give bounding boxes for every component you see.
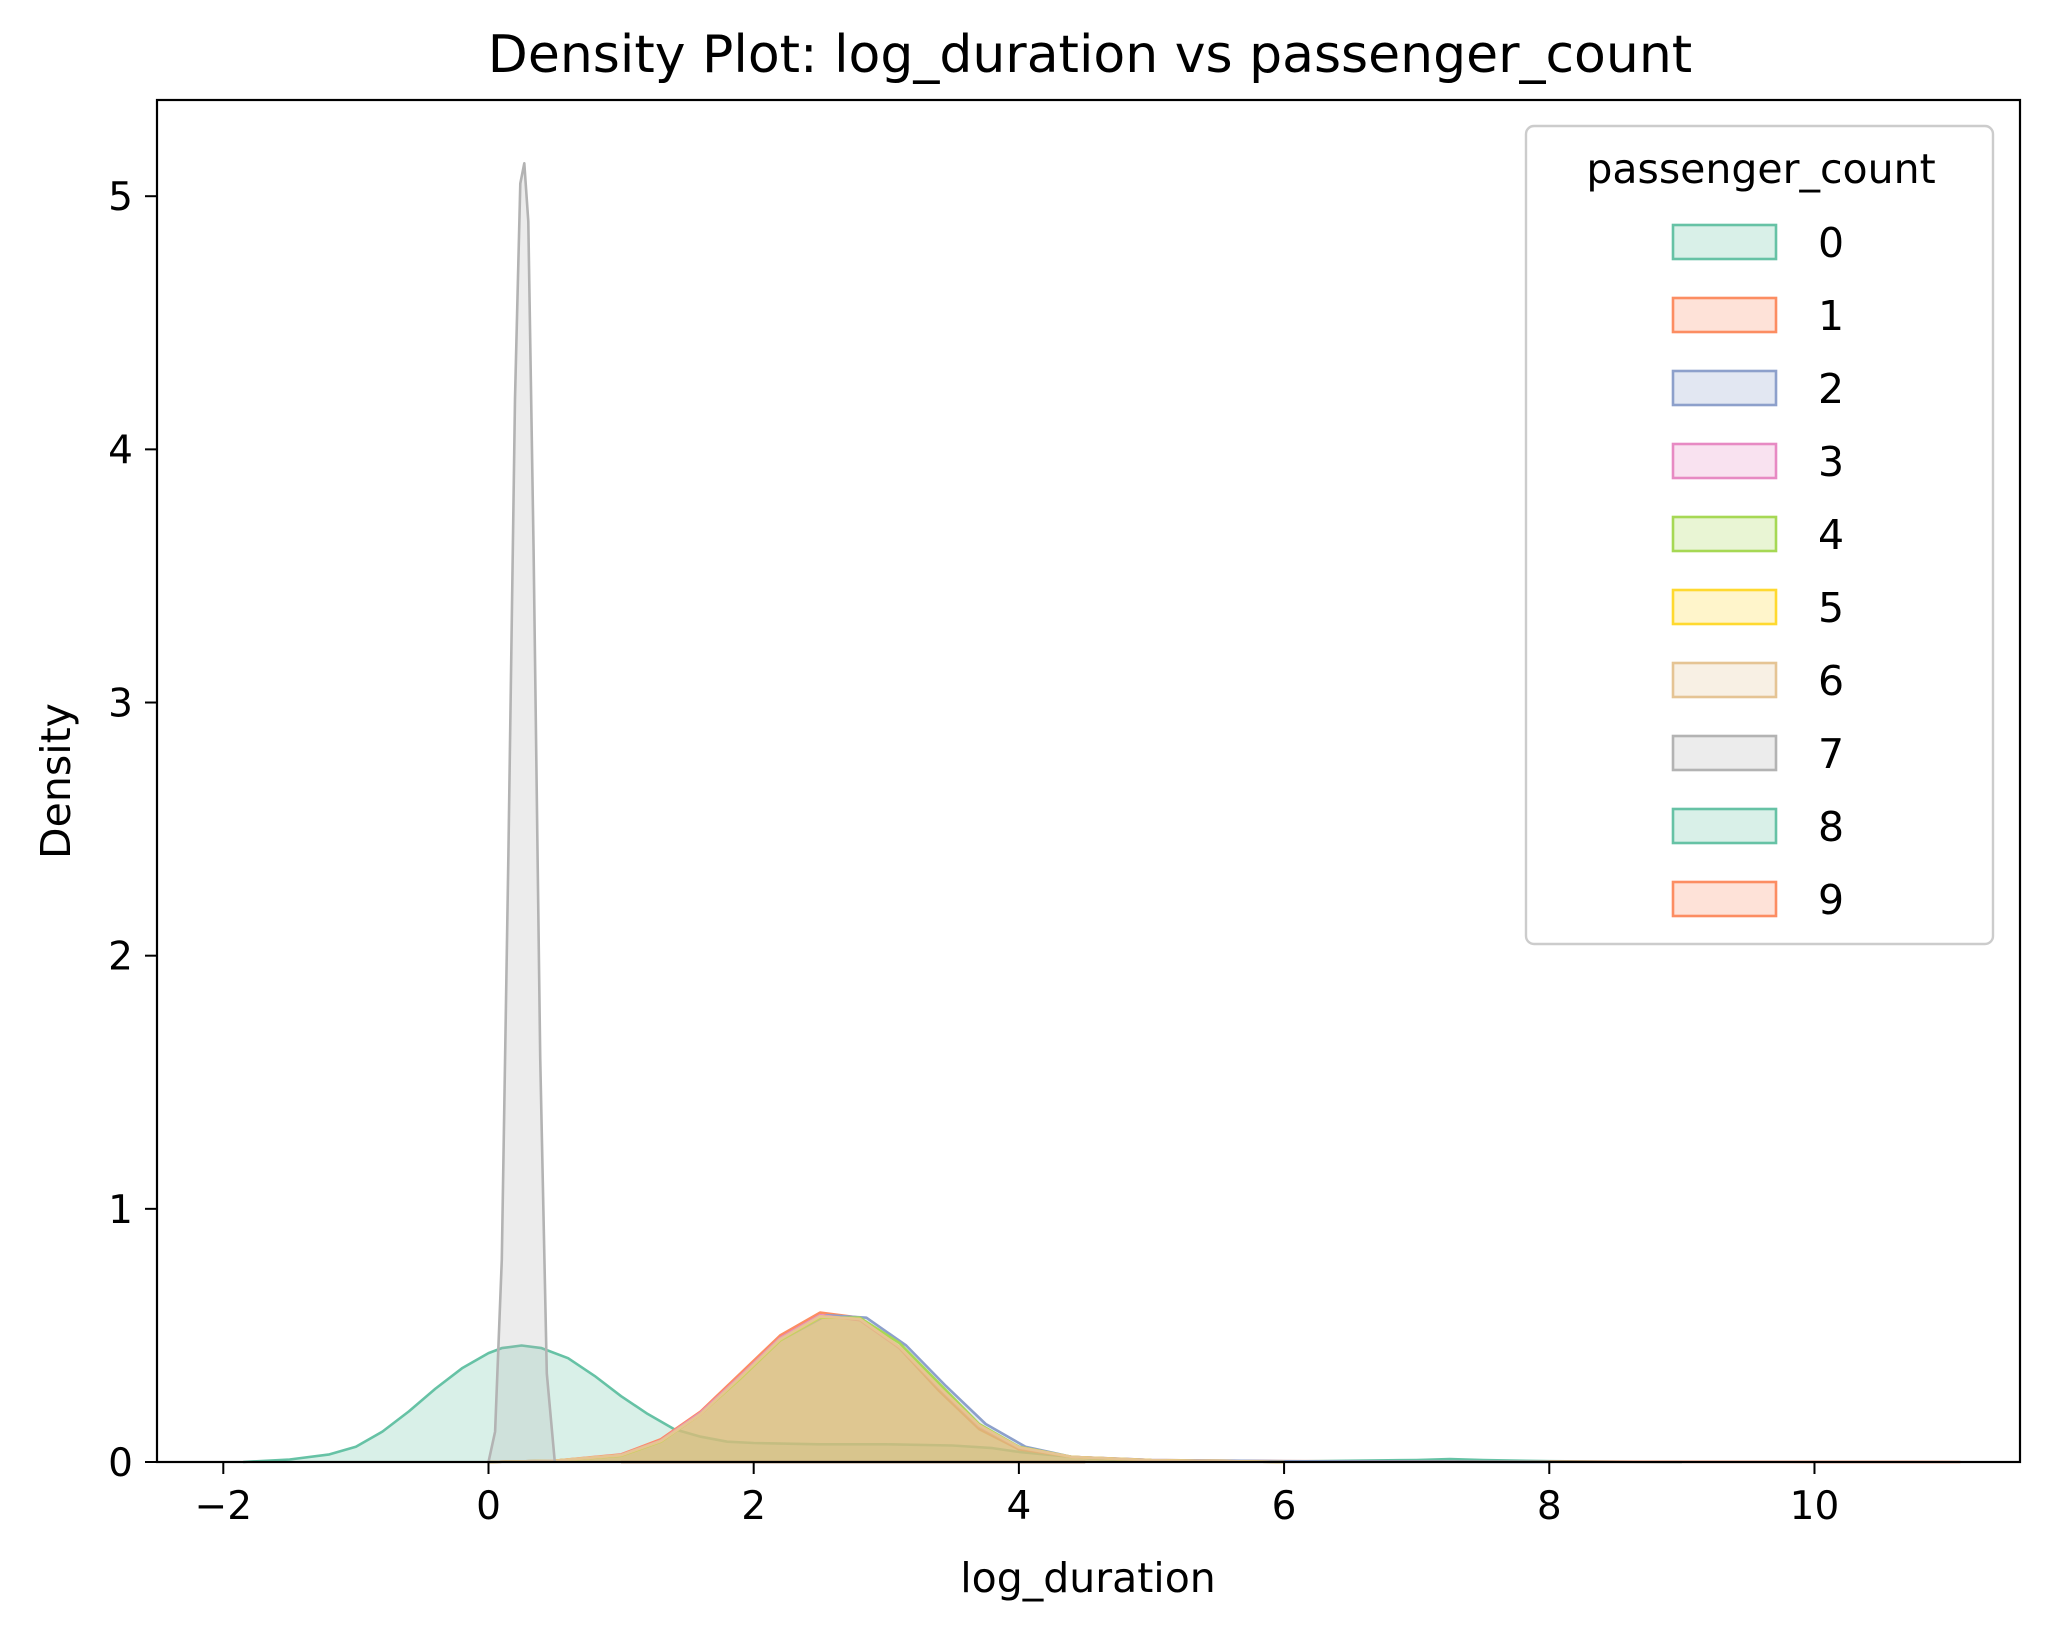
legend-swatch [1671, 369, 1778, 407]
x-tick-label: −2 [195, 1484, 253, 1529]
legend-item-9: 9 [1671, 876, 1844, 924]
density-area-5 [488, 1316, 1285, 1462]
x-tick-label: 4 [1006, 1484, 1031, 1529]
legend-swatch [1671, 734, 1778, 772]
legend-item-0: 0 [1671, 219, 1844, 267]
legend-title: passenger_count [1586, 145, 1935, 193]
legend-item-5: 5 [1671, 584, 1844, 632]
series-6 [488, 1315, 1285, 1464]
legend-item-7: 7 [1671, 730, 1844, 778]
legend-label: 1 [1818, 292, 1844, 340]
density-area-0 [243, 1345, 1682, 1462]
legend-label: 4 [1818, 511, 1844, 559]
legend-item-3: 3 [1671, 438, 1844, 486]
legend-swatch [1671, 223, 1778, 261]
legend-items: 0 1 2 3 4 5 6 7 8 9 [1671, 219, 1844, 924]
y-tick-label: 2 [108, 935, 133, 980]
chart-title: Density Plot: log_duration vs passenger_… [488, 25, 1692, 85]
legend-label: 7 [1818, 730, 1844, 778]
series-layer [243, 162, 1961, 1464]
legend-swatch [1671, 442, 1778, 480]
x-axis: −2 0 2 4 6 8 10 [195, 1462, 1840, 1529]
legend-label: 9 [1818, 876, 1844, 924]
y-tick-label: 0 [108, 1441, 133, 1486]
y-axis: 0 1 2 3 4 5 [108, 175, 157, 1486]
legend-label: 5 [1818, 584, 1844, 632]
density-area-6 [488, 1316, 1285, 1462]
density-line-6 [488, 1315, 1285, 1464]
y-tick-label: 3 [108, 682, 133, 727]
density-area-1 [488, 1312, 1961, 1462]
legend-swatch [1671, 588, 1778, 626]
legend-item-2: 2 [1671, 365, 1844, 413]
x-tick-label: 8 [1537, 1484, 1562, 1529]
legend-item-6: 6 [1671, 657, 1844, 705]
x-tick-label: 2 [741, 1484, 766, 1529]
legend-swatch [1671, 880, 1778, 918]
legend-item-1: 1 [1671, 292, 1844, 340]
y-tick-label: 1 [108, 1188, 133, 1233]
density-area-3 [488, 1315, 1285, 1462]
y-tick-label: 5 [108, 175, 133, 220]
legend-frame [1524, 124, 1995, 946]
legend-swatch [1671, 515, 1778, 553]
legend-label: 0 [1818, 219, 1844, 267]
x-axis-label: log_duration [960, 1554, 1216, 1602]
density-area-2 [488, 1315, 1550, 1462]
y-tick-label: 4 [108, 428, 133, 473]
legend-item-8: 8 [1671, 803, 1844, 851]
legend-swatch [1671, 807, 1778, 845]
legend-swatch [1671, 296, 1778, 334]
density-line-7 [487, 162, 557, 1463]
series-7 [487, 162, 557, 1463]
density-area-4 [488, 1317, 1285, 1462]
y-axis-label: Density [32, 703, 80, 859]
legend-label: 6 [1818, 657, 1844, 705]
x-tick-label: 6 [1272, 1484, 1297, 1529]
x-tick-label: 0 [476, 1484, 501, 1529]
axes-frame [155, 98, 2022, 1464]
x-tick-label: 10 [1790, 1484, 1840, 1529]
legend-swatch [1671, 661, 1778, 699]
legend-label: 3 [1818, 438, 1844, 486]
legend: passenger_count 0 1 2 3 4 5 6 7 8 9 [1524, 124, 1995, 946]
legend-item-4: 4 [1671, 511, 1844, 559]
legend-label: 2 [1818, 365, 1844, 413]
legend-label: 8 [1818, 803, 1844, 851]
